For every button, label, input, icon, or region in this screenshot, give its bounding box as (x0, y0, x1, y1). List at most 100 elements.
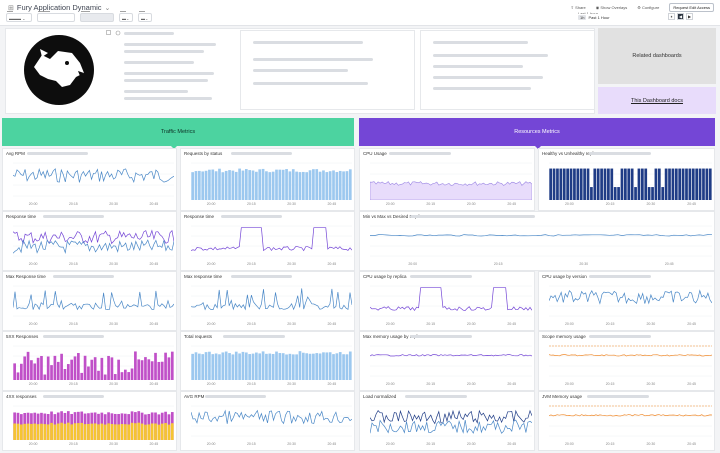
x-tick-label: 20:15 (246, 382, 256, 386)
panel-chart (370, 345, 532, 377)
back-button[interactable]: ◀ (677, 13, 684, 20)
panel-chart (13, 405, 174, 440)
chevron-down-icon[interactable]: ⌄ (104, 4, 111, 12)
panel-r5xx[interactable]: 5XX Responses 20:00 20:15 20:30 20:45 (2, 331, 177, 391)
panel-cpu-usage[interactable]: CPU Usage 20:00 20:15 20:30 20:45 (359, 148, 535, 211)
panel-max-response-2[interactable]: Max response time 20:00 20:15 20:30 20:45 (180, 271, 355, 331)
x-tick-label: 20:15 (605, 382, 615, 386)
panel-subtitle-placeholder (205, 395, 267, 398)
panel-title: Min vs Max vs Desired Replicas (363, 214, 427, 219)
x-tick-label: 20:00 (385, 202, 395, 206)
x-tick-label: 20:30 (109, 202, 118, 206)
variable-select[interactable]: ▬▬▬ (80, 9, 114, 22)
panel-response-time-2[interactable]: Response time 20:00 20:15 20:30 20:45 (180, 211, 355, 271)
panel-title: Healthy vs Unhealthy replicas (542, 151, 602, 156)
x-tick-label: 20:45 (687, 202, 696, 206)
panel-title: CPU usage by version (542, 274, 587, 279)
x-tick-label: 20:30 (109, 442, 118, 446)
x-axis-ticks: 20:00 20:15 20:30 20:45 (370, 202, 532, 206)
x-tick-label: 20:00 (385, 442, 395, 446)
variable-select[interactable]: ▬▬▬▬ (37, 9, 75, 22)
dashboard-docs-link[interactable]: This Dashboard docs (598, 87, 716, 114)
variable-select[interactable]: ▬▬ ▬⌄ (138, 9, 152, 22)
panel-subtitle-placeholder (42, 335, 105, 338)
related-dashboards-link[interactable]: Related dashboards (598, 28, 716, 84)
panel-avg-rpm-2[interactable]: AVG RPM 20:00 20:15 20:30 20:45 (180, 391, 355, 451)
request-edit-button[interactable]: Request Edit Access (669, 3, 714, 12)
x-axis-ticks: 20:00 20:15 20:30 20:45 (370, 382, 532, 386)
x-axis-ticks: 20:00 20:15 20:30 20:45 (191, 382, 352, 386)
panel-cpu-by-replica[interactable]: CPU usage by replica 20:00 20:15 20:30 20:45 (359, 271, 535, 331)
x-tick-label: 20:30 (466, 202, 476, 206)
panel-requests-by-status[interactable]: Requests by status 20:00 20:15 20:30 20:45 (180, 148, 355, 211)
x-tick-label: 20:00 (28, 382, 38, 386)
x-tick-label: 20:00 (564, 322, 574, 326)
x-tick-label: 20:00 (564, 442, 574, 446)
grid-icon[interactable]: ⊞ (8, 4, 14, 12)
configure-button[interactable]: ⚙ Configure (637, 5, 660, 10)
panel-healthy[interactable]: Healthy vs Unhealthy replicas 20:00 20:15 2… (538, 148, 715, 211)
x-tick-label: 20:15 (246, 322, 256, 326)
x-tick-label: 20:00 (28, 202, 38, 206)
x-axis-ticks: 20:00 20:15 20:30 20:45 (549, 202, 712, 206)
x-tick-label: 20:15 (68, 442, 78, 446)
panel-jvm[interactable]: JVM Memory usage 20:00 20:15 20:30 20:45 (538, 391, 715, 451)
x-tick-label: 20:00 (28, 442, 38, 446)
x-tick-label: 20:30 (646, 322, 656, 326)
overlays-button[interactable]: ◉ Show Overlays (595, 5, 628, 10)
x-tick-label: 20:15 (426, 322, 436, 326)
x-axis-ticks: 20:00 20:15 20:30 20:45 (13, 202, 174, 206)
x-tick-label: 20:45 (507, 202, 517, 206)
panel-subtitle-placeholder (42, 215, 105, 218)
link-icon[interactable] (115, 30, 121, 36)
forward-button[interactable]: ▶ (686, 13, 693, 20)
x-axis-ticks: 20:00 20:15 20:30 20:45 (13, 322, 174, 326)
panel-max-memory[interactable]: Max memory usage by replica 20:00 20:15 20:… (359, 331, 535, 391)
x-tick-label: 20:45 (507, 382, 517, 386)
x-tick-label: 20:30 (287, 202, 296, 206)
x-tick-label: 20:00 (206, 322, 216, 326)
share-button[interactable]: ⇪ Share (570, 5, 586, 10)
panel-min-max[interactable]: Min vs Max vs Desired Replicas 20:00 20:15… (359, 211, 715, 271)
panel-avg-rpm[interactable]: Avg RPM 20:00 20:15 20:30 20:45 (2, 148, 177, 211)
resources-metrics-header[interactable]: Resources Metrics (359, 118, 715, 146)
x-axis-ticks: 20:00 20:15 20:30 20:45 (191, 322, 352, 326)
panel-total-requests[interactable]: Total requests 20:00 20:15 20:30 20:45 (180, 331, 355, 391)
x-tick-label: 20:15 (68, 202, 78, 206)
x-tick-label: 20:30 (287, 322, 296, 326)
traffic-metrics-header[interactable]: Traffic Metrics (2, 118, 354, 146)
variable-select[interactable]: ▬▬ ▬▬▬ ⌄ (6, 9, 32, 22)
x-tick-label: 20:30 (287, 442, 296, 446)
traffic-caret (170, 145, 178, 149)
x-tick-label: 20:30 (646, 202, 656, 206)
copy-icon[interactable] (106, 30, 112, 36)
x-tick-label: 20:15 (605, 442, 615, 446)
panel-title: Load normalized (363, 394, 397, 399)
x-tick-label: 20:45 (149, 382, 159, 386)
panel-max-response-1[interactable]: Max Response time 20:00 20:15 20:30 20:45 (2, 271, 177, 331)
panel-chart (549, 405, 712, 437)
panel-title: 4XX responses (6, 394, 37, 399)
panel-r4xx[interactable]: 4XX responses 20:00 20:15 20:30 20:45 (2, 391, 177, 451)
x-tick-label: 20:45 (687, 442, 696, 446)
x-axis-ticks: 20:00 20:15 20:30 20:45 (549, 442, 712, 446)
x-tick-label: 20:30 (287, 262, 296, 266)
x-tick-label: 20:15 (68, 262, 78, 266)
pause-button[interactable]: ⏸ (668, 13, 675, 20)
x-tick-label: 20:30 (646, 382, 656, 386)
variable-select[interactable]: ▬▬ ▬⌄ (119, 9, 133, 22)
panel-cpu-by-version[interactable]: CPU usage by version 20:00 20:15 20:30 20:45 (538, 271, 715, 331)
x-axis-ticks: 20:00 20:15 20:30 20:45 (13, 262, 174, 266)
x-tick-label: 20:00 (28, 262, 38, 266)
x-axis-ticks: 20:00 20:15 20:30 20:45 (370, 262, 712, 266)
time-range-picker[interactable]: 1h Past 1 Hour (578, 14, 618, 20)
panel-scope-memory[interactable]: Scope memory usage 20:00 20:15 20:30 20:45 (538, 331, 715, 391)
x-tick-label: 20:15 (493, 262, 503, 266)
panel-load[interactable]: Load normalized 20:00 20:15 20:30 20:45 (359, 391, 535, 451)
x-tick-label: 20:00 (385, 382, 395, 386)
template-variables: ▬▬ ▬▬▬ ⌄ ▬▬▬▬ ▬▬▬ ▬▬ ▬⌄ ▬▬ ▬⌄ (6, 9, 152, 22)
time-range-label: Last 1 hour (578, 11, 598, 16)
x-tick-label: 20:00 (28, 322, 38, 326)
panel-response-time-1[interactable]: Response time 20:00 20:15 20:30 20:45 (2, 211, 177, 271)
panel-subtitle-placeholder (220, 215, 283, 218)
